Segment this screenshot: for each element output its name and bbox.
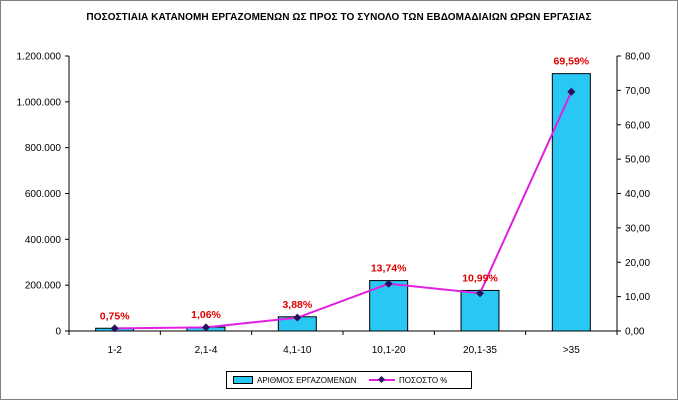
legend-swatch-bar [233, 376, 253, 384]
x-tick-label: 1-2 [107, 345, 122, 356]
y-right-tick-label: 70,00 [625, 86, 650, 97]
y-right-tick-label: 30,00 [625, 223, 650, 234]
line-point [293, 313, 302, 322]
y-right-tick-label: 80,00 [625, 52, 650, 63]
y-right-tick-label: 50,00 [625, 155, 650, 166]
x-tick-label: 20,1-35 [463, 345, 497, 356]
line-point [476, 289, 484, 298]
y-left-tick-label: 200.000 [25, 281, 62, 292]
y-left-tick-label: 400.000 [25, 235, 62, 246]
percent-line [114, 91, 573, 330]
y-right-tick-label: 10,00 [625, 292, 650, 303]
bar [551, 73, 591, 332]
y-left-tick-label: 600.000 [25, 189, 62, 200]
data-label: 0,75% [100, 310, 130, 322]
line-point [202, 323, 210, 332]
legend-item-bars: ΑΡΙΘΜΟΣ ΕΡΓΑΖΟΜΕΝΩΝ [233, 372, 357, 388]
legend-item-line: ΠΟΣΟΣΤΟ % [369, 372, 447, 388]
data-label: 13,74% [371, 263, 407, 275]
y-right-tick-label: 60,00 [625, 120, 650, 131]
line-point [110, 324, 119, 333]
legend-label-bars: ΑΡΙΘΜΟΣ ΕΡΓΑΖΟΜΕΝΩΝ [257, 375, 357, 385]
y-right-tick-label: 20,00 [625, 258, 650, 269]
bar-series [95, 73, 591, 332]
y-right-tick-label: 40,00 [625, 189, 650, 200]
data-label: 1,06% [191, 309, 221, 321]
data-labels: 0,75% 1,06% 3,88% 13,74% 10,99% 69,59% [100, 56, 590, 323]
y-left-tick-label: 0 [55, 327, 61, 338]
x-tick-label: >35 [563, 345, 580, 356]
line-series [110, 87, 576, 333]
data-label: 69,59% [554, 56, 590, 68]
y-left-tick-label: 1.200.000 [17, 52, 62, 63]
y-left-tick-label: 800.000 [25, 143, 62, 154]
data-label: 3,88% [282, 299, 312, 311]
legend-label-line: ΠΟΣΟΣΤΟ % [399, 375, 448, 385]
y-left-tick-label: 1.000.000 [17, 97, 62, 108]
line-point [567, 87, 576, 96]
line-point [384, 279, 393, 288]
x-tick-label: 2,1-4 [195, 345, 218, 356]
legend-swatch-line [369, 375, 395, 385]
axes: 0 200.000 400.000 600.000 800.000 1.000.000 1.… [17, 52, 651, 357]
x-tick-label: 4,1-10 [283, 345, 312, 356]
data-label: 10,99% [462, 272, 498, 284]
x-tick-label: 10,1-20 [372, 345, 406, 356]
legend: ΑΡΙΘΜΟΣ ΕΡΓΑΖΟΜΕΝΩΝ ΠΟΣΟΣΤΟ % [226, 371, 472, 389]
y-right-tick-label: 0,00 [625, 327, 645, 338]
chart-title: ΠΟΣΟΣΤΙΑΙΑ ΚΑΤΑΝΟΜΗ ΕΡΓΑΖΟΜΕΝΩΝ ΩΣ ΠΡΟΣ … [86, 12, 592, 23]
